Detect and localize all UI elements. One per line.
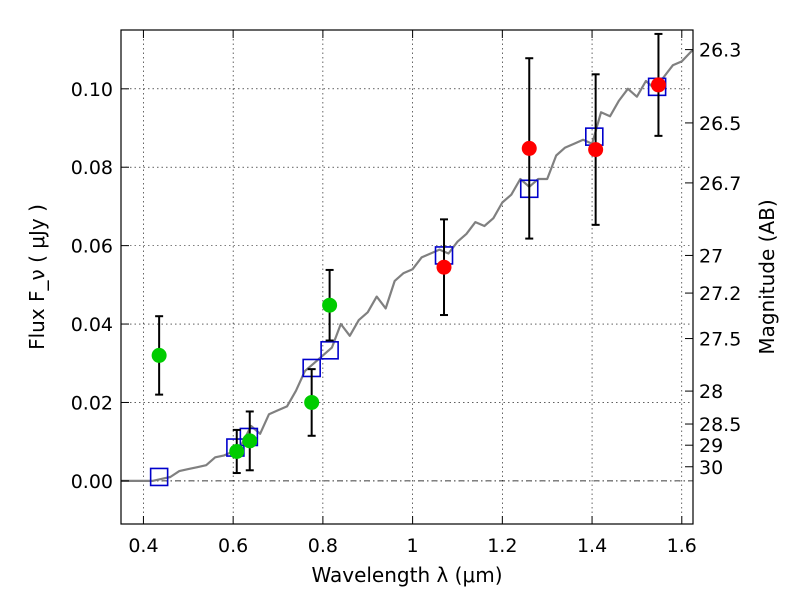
- data-point: [322, 297, 338, 313]
- series-layer: [121, 32, 694, 487]
- plot-frame: [120, 29, 694, 525]
- x-tick-label: 0.8: [308, 535, 338, 557]
- right-tick-label: 26.5: [699, 113, 741, 135]
- y-tick-labels: 0.00 0.02 0.04 0.06 0.08 0.10: [71, 79, 113, 493]
- data-point: [436, 259, 452, 275]
- data-point: [521, 140, 537, 156]
- plot-background: [121, 30, 693, 524]
- y-tick-label: 0.08: [71, 157, 113, 179]
- x-tick-label: 1: [407, 535, 419, 557]
- data-point: [151, 347, 167, 363]
- x-tick-label: 1.4: [577, 535, 607, 557]
- x-axis-title: Wavelength λ (μm): [311, 563, 502, 587]
- x-tick-label: 1.6: [667, 535, 697, 557]
- data-point: [650, 77, 666, 93]
- right-tick-label: 28: [699, 381, 723, 403]
- data-point: [588, 142, 604, 158]
- x-tick-label: 0.4: [128, 535, 158, 557]
- right-tick-label: 30: [699, 457, 723, 479]
- x-tick-label: 1.2: [487, 535, 517, 557]
- y-axis-title: Flux F_ν ( μJy ): [25, 204, 49, 350]
- right-tick-label: 27: [699, 245, 723, 267]
- y-tick-label: 0.04: [71, 314, 113, 336]
- data-point: [242, 433, 258, 449]
- data-point: [229, 443, 245, 459]
- right-tick-label: 26.3: [699, 40, 741, 62]
- y-tick-label: 0.00: [71, 471, 113, 493]
- series-3: [436, 32, 666, 317]
- model-square-point: [320, 341, 339, 360]
- right-axis-title: Magnitude (AB): [755, 199, 779, 354]
- data-point: [304, 394, 320, 410]
- y-tick-label: 0.02: [71, 392, 113, 414]
- right-tick-label: 29: [699, 435, 723, 457]
- y-tick-label: 0.06: [71, 236, 113, 258]
- series-2: [151, 268, 338, 475]
- y-tick-label: 0.10: [71, 79, 113, 101]
- right-tick-label: 27.5: [699, 329, 741, 351]
- x-tick-label: 0.6: [218, 535, 248, 557]
- tick-marks: [121, 30, 693, 524]
- right-tick-label: 28.5: [699, 414, 741, 436]
- right-tick-label: 26.7: [699, 173, 741, 195]
- x-tick-labels: 0.4 0.6 0.8 1 1.2 1.4 1.6: [128, 535, 697, 557]
- model-square-point: [149, 467, 169, 487]
- grid: [121, 30, 693, 524]
- right-tick-label: 27.2: [699, 283, 741, 305]
